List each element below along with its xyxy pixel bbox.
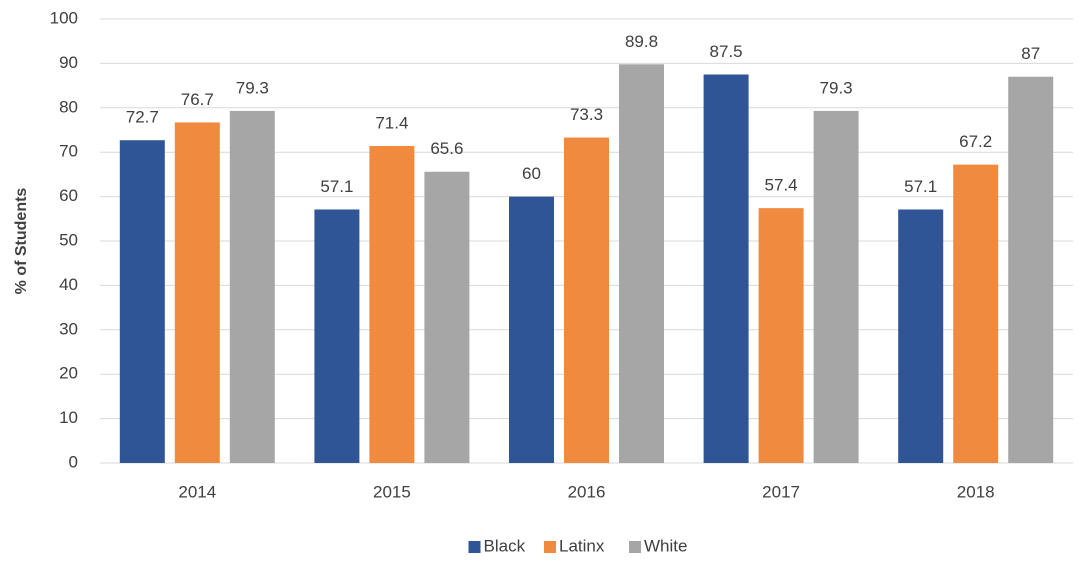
data-label: 87 xyxy=(1021,44,1040,63)
data-label: 73.3 xyxy=(570,105,603,124)
data-label: 79.3 xyxy=(820,78,853,97)
bar xyxy=(898,209,944,463)
y-tick-label: 10 xyxy=(59,408,78,427)
bar xyxy=(119,140,165,463)
x-tick-label: 2015 xyxy=(373,482,411,501)
y-tick-label: 0 xyxy=(69,452,78,471)
legend-label: White xyxy=(644,536,687,555)
x-tick-label: 2016 xyxy=(568,482,606,501)
y-tick-label: 80 xyxy=(59,97,78,116)
y-tick-label: 50 xyxy=(59,230,78,249)
bar xyxy=(509,196,554,463)
bar xyxy=(953,164,999,463)
bar xyxy=(424,171,470,463)
y-tick-label: 60 xyxy=(59,186,78,205)
data-label: 71.4 xyxy=(375,113,408,132)
bar xyxy=(314,209,360,463)
data-label: 89.8 xyxy=(625,32,658,51)
bar xyxy=(1008,76,1054,463)
data-label: 57.1 xyxy=(320,177,353,196)
legend-label: Latinx xyxy=(559,536,605,555)
x-tick-label: 2018 xyxy=(957,482,995,501)
bar xyxy=(813,110,859,464)
y-tick-label: 30 xyxy=(59,319,78,338)
x-tick-label: 2017 xyxy=(762,482,800,501)
legend-swatch xyxy=(544,541,556,553)
bar xyxy=(703,74,749,463)
legend-swatch xyxy=(468,541,481,553)
bar xyxy=(564,137,609,463)
data-label: 57.1 xyxy=(904,177,937,196)
data-label: 76.7 xyxy=(181,90,214,109)
bar xyxy=(174,122,220,464)
y-tick-label: 20 xyxy=(59,364,78,383)
y-tick-label: 90 xyxy=(59,53,78,72)
bar xyxy=(369,145,415,463)
data-label: 72.7 xyxy=(126,108,159,127)
x-tick-label: 2014 xyxy=(178,482,216,501)
bar xyxy=(229,110,275,464)
y-tick-label: 40 xyxy=(59,275,78,294)
y-axis-title: % of Students xyxy=(13,188,30,295)
legend-swatch xyxy=(629,541,641,553)
legend-label: Black xyxy=(484,536,526,555)
y-tick-label: 100 xyxy=(50,8,78,27)
y-tick-label: 70 xyxy=(59,142,78,161)
bar xyxy=(758,208,804,463)
data-label: 65.6 xyxy=(430,139,463,158)
data-label: 87.5 xyxy=(710,42,743,61)
data-label: 67.2 xyxy=(959,132,992,151)
data-label: 57.4 xyxy=(765,176,798,195)
data-label: 60 xyxy=(522,164,541,183)
data-label: 79.3 xyxy=(236,78,269,97)
bar xyxy=(619,64,664,464)
